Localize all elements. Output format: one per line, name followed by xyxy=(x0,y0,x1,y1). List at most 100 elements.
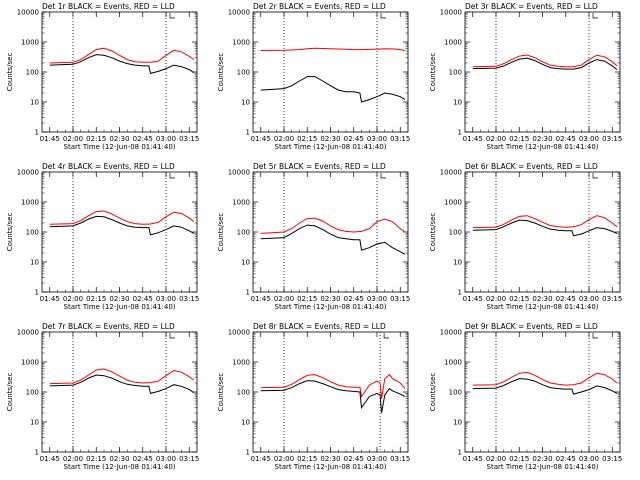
y-axis-label: Counts/sec xyxy=(429,53,437,92)
panel-title: Det 8r BLACK = Events, RED = LLD xyxy=(253,322,386,331)
y-axis-label: Counts/sec xyxy=(217,373,225,412)
interval-bracket xyxy=(169,173,175,179)
x-tick-label: 02:15 xyxy=(297,455,317,463)
y-tick-label: 1000 xyxy=(232,39,250,47)
x-tick-label: 02:45 xyxy=(556,455,576,463)
x-tick-label: 02:15 xyxy=(297,135,317,143)
interval-bracket xyxy=(592,13,598,19)
x-tick-label: 02:45 xyxy=(556,295,576,303)
y-tick-label: 1 xyxy=(35,289,39,297)
panel-title: Det 1r BLACK = Events, RED = LLD xyxy=(42,2,175,11)
panel-det-7: Det 7r BLACK = Events, RED = LLD 1 10 100 10… xyxy=(6,322,199,471)
plot-frame xyxy=(464,11,621,133)
x-tick-label: 02:30 xyxy=(532,135,552,143)
series-line-lld xyxy=(472,54,618,68)
x-tick-label: 01:45 xyxy=(251,135,271,143)
y-tick-label: 10 xyxy=(241,259,250,267)
y-tick-label: 1000 xyxy=(444,359,462,367)
x-tick-label: 02:30 xyxy=(109,295,129,303)
y-axis-label: Counts/sec xyxy=(6,213,14,252)
series-line-lld xyxy=(260,47,405,51)
x-tick-label: 03:15 xyxy=(602,295,622,303)
panel-title: Det 5r BLACK = Events, RED = LLD xyxy=(253,162,386,171)
x-tick-label: 02:30 xyxy=(320,135,340,143)
x-tick-label: 02:45 xyxy=(556,135,576,143)
series-line-events xyxy=(260,76,406,103)
x-tick-label: 02:15 xyxy=(86,135,106,143)
panel-title: Det 3r BLACK = Events, RED = LLD xyxy=(465,2,598,11)
y-tick-label: 100 xyxy=(26,389,39,397)
x-tick-label: 03:00 xyxy=(156,455,176,463)
y-tick-label: 10 xyxy=(241,99,250,107)
x-tick-label: 03:15 xyxy=(602,455,622,463)
y-tick-label: 1 xyxy=(458,449,462,457)
y-axis-label: Counts/sec xyxy=(6,373,14,412)
x-tick-label: 02:15 xyxy=(297,295,317,303)
x-tick-label: 03:15 xyxy=(390,295,410,303)
x-tick-label: 02:45 xyxy=(344,295,364,303)
x-tick-label: 02:45 xyxy=(133,455,153,463)
y-tick-label: 1 xyxy=(246,289,250,297)
x-tick-label: 02:45 xyxy=(344,135,364,143)
series-line-lld xyxy=(472,215,618,229)
y-tick-label: 100 xyxy=(449,389,462,397)
plot-frame xyxy=(41,331,198,453)
x-axis-label: Start Time (12-Jun-08 01:41:40) xyxy=(275,143,387,151)
x-tick-label: 02:30 xyxy=(532,455,552,463)
y-axis-label: Counts/sec xyxy=(429,373,437,412)
panel-det-1: Det 1r BLACK = Events, RED = LLD 1 10 100 10… xyxy=(6,2,199,151)
series-line-events xyxy=(260,380,406,414)
interval-bracket xyxy=(169,333,175,339)
x-tick-label: 03:00 xyxy=(367,135,387,143)
y-tick-label: 100 xyxy=(449,229,462,237)
y-tick-label: 10 xyxy=(453,99,462,107)
x-tick-label: 02:00 xyxy=(63,455,83,463)
y-tick-label: 100 xyxy=(449,69,462,77)
x-tick-label: 02:30 xyxy=(109,135,129,143)
x-tick-label: 03:15 xyxy=(602,135,622,143)
interval-bracket xyxy=(592,173,598,179)
series-line-events xyxy=(472,219,618,237)
x-tick-label: 03:00 xyxy=(156,135,176,143)
y-tick-label: 10 xyxy=(241,419,250,427)
y-tick-label: 1000 xyxy=(21,39,39,47)
x-tick-label: 02:30 xyxy=(320,455,340,463)
x-tick-label: 03:00 xyxy=(579,455,599,463)
plot-frame xyxy=(41,11,198,133)
interval-bracket xyxy=(380,13,386,19)
x-tick-label: 02:45 xyxy=(344,455,364,463)
x-tick-label: 03:00 xyxy=(579,135,599,143)
x-tick-label: 03:15 xyxy=(179,295,199,303)
x-tick-label: 02:15 xyxy=(509,135,529,143)
x-tick-label: 02:00 xyxy=(486,455,506,463)
y-tick-label: 10000 xyxy=(440,9,462,17)
y-tick-label: 10000 xyxy=(17,169,39,177)
y-tick-label: 1 xyxy=(458,129,462,137)
x-tick-label: 02:30 xyxy=(320,295,340,303)
panel-det-2: Det 2r BLACK = Events, RED = LLD 1 10 100 10… xyxy=(217,2,410,151)
x-tick-label: 02:00 xyxy=(486,135,506,143)
y-tick-label: 1 xyxy=(35,449,39,457)
plot-frame xyxy=(464,171,621,293)
x-tick-label: 03:15 xyxy=(390,455,410,463)
y-axis-label: Counts/sec xyxy=(6,53,14,92)
y-tick-label: 10000 xyxy=(440,169,462,177)
x-axis-label: Start Time (12-Jun-08 01:41:40) xyxy=(275,463,387,471)
x-tick-label: 02:15 xyxy=(509,295,529,303)
series-line-lld xyxy=(49,47,195,64)
series-line-events xyxy=(472,378,618,395)
x-tick-label: 01:45 xyxy=(251,455,271,463)
x-axis-label: Start Time (12-Jun-08 01:41:40) xyxy=(487,143,599,151)
series-line-lld xyxy=(49,368,195,385)
y-tick-label: 10 xyxy=(453,259,462,267)
y-tick-label: 1 xyxy=(458,289,462,297)
x-tick-label: 03:00 xyxy=(156,295,176,303)
y-tick-label: 10 xyxy=(30,259,39,267)
series-line-events xyxy=(49,215,195,236)
y-tick-label: 10000 xyxy=(228,9,250,17)
interval-bracket xyxy=(592,333,598,339)
plot-frame xyxy=(252,11,409,133)
x-tick-label: 01:45 xyxy=(40,455,60,463)
plot-frame xyxy=(41,171,198,293)
